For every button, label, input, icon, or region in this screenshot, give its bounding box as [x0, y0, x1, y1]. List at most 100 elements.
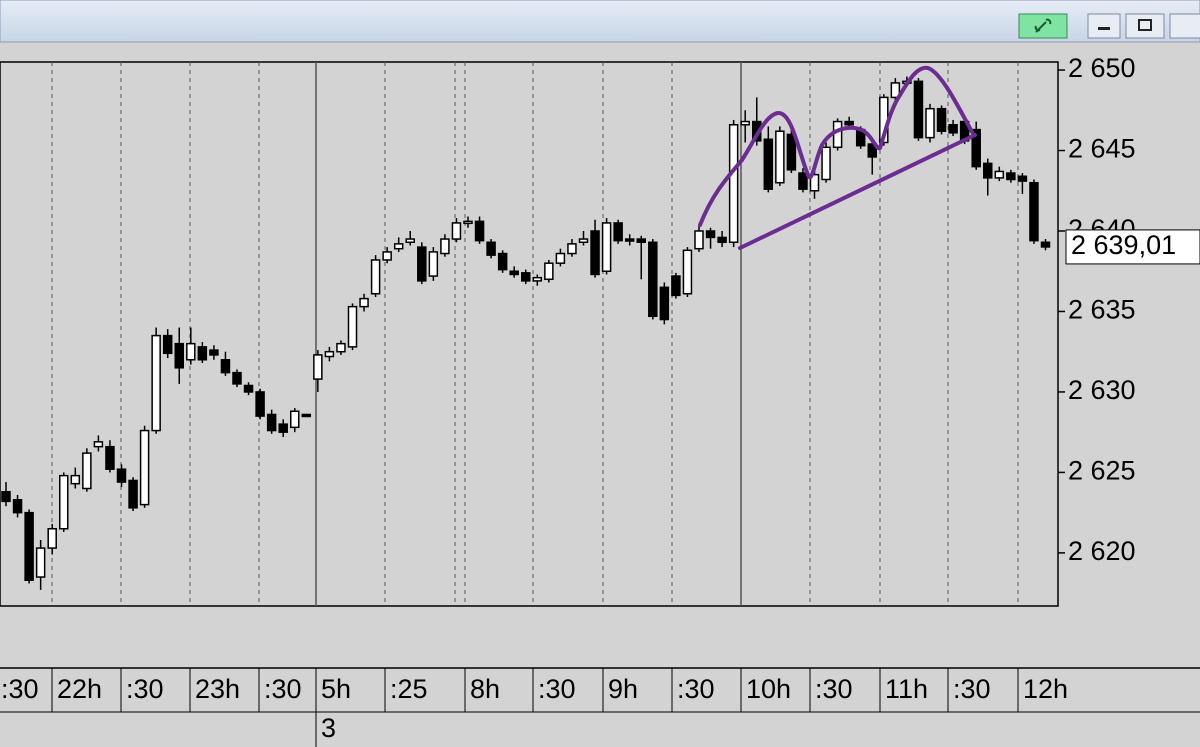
x-tick-label: 22h: [57, 674, 102, 704]
candle-body: [971, 128, 981, 168]
candle-body: [832, 120, 843, 149]
x-tick-label: 5h: [321, 674, 351, 704]
candle-body: [763, 138, 774, 190]
candle-body: [301, 413, 312, 418]
candle-body: [590, 230, 600, 276]
candle-body: [393, 243, 404, 250]
candle-body: [775, 130, 785, 184]
drawn-annotations: [698, 65, 977, 250]
candle-body: [116, 468, 127, 483]
candle-body: [659, 286, 670, 321]
maximize-button[interactable]: [1125, 13, 1165, 39]
candle-body: [82, 452, 92, 490]
candle-body: [266, 413, 277, 432]
x-tick-label: 23h: [195, 674, 240, 704]
candle-body: [93, 441, 104, 448]
candle-body: [844, 120, 854, 126]
x-tick-label: :30: [953, 674, 991, 704]
candle-body: [728, 124, 739, 244]
candle-body: [151, 334, 161, 432]
candle-body: [174, 342, 184, 369]
candle-body: [463, 220, 473, 225]
candle-body: [671, 275, 681, 297]
candle-body: [486, 241, 496, 256]
x-tick-label: :30: [815, 674, 853, 704]
candle-body: [624, 238, 635, 242]
candle-body: [509, 270, 519, 276]
candle-body: [578, 238, 589, 244]
candle-body: [913, 80, 924, 139]
date-label: 3: [321, 713, 336, 743]
candles: [1, 76, 1051, 590]
close-button[interactable]: [1169, 13, 1200, 39]
x-tick-label: :30: [264, 674, 302, 704]
candle-body: [983, 162, 993, 179]
candle-body: [47, 527, 57, 549]
x-tick-label: 10h: [746, 674, 791, 704]
plot-area: [0, 61, 1059, 607]
neckline: [738, 133, 977, 250]
y-tick-label: 2 645: [1068, 134, 1136, 164]
candle-body: [705, 230, 716, 239]
candle-body: [555, 252, 566, 264]
minimize-button[interactable]: [1087, 13, 1121, 39]
x-tick-label: 12h: [1023, 674, 1068, 704]
candle-body: [417, 246, 427, 282]
x-tick-label: 11h: [885, 674, 928, 704]
grid: [51, 62, 1019, 606]
candle-body: [186, 342, 196, 361]
candle-body: [440, 238, 450, 255]
candle-body: [567, 243, 577, 255]
candle-body: [532, 276, 543, 282]
candle-body: [798, 172, 808, 190]
candle-body: [521, 272, 531, 282]
title-bar: [0, 0, 1200, 43]
candle-body: [821, 146, 831, 181]
candle-body: [197, 346, 208, 361]
candle-body: [925, 107, 935, 139]
head-shoulders-curve: [698, 65, 974, 227]
candle-body: [1006, 172, 1016, 181]
candle-body: [336, 342, 346, 353]
candle-body: [474, 220, 485, 242]
y-tick-label: 2 620: [1068, 536, 1136, 566]
x-tick-label: :30: [677, 674, 715, 704]
candle-body: [70, 474, 81, 485]
candle-body: [347, 305, 358, 348]
y-tick-label: 2 635: [1068, 295, 1136, 325]
candle-body: [544, 262, 554, 281]
candle-body: [948, 124, 958, 134]
candle-body: [35, 547, 46, 578]
candle-body: [105, 445, 115, 470]
candle-body: [324, 350, 335, 358]
minimize-icon: [1098, 27, 1110, 30]
candle-body: [809, 173, 820, 192]
candle-body: [786, 133, 797, 171]
candle-body: [497, 252, 508, 271]
candle-body: [59, 474, 69, 530]
last-price-label: 2 639,01: [1071, 230, 1176, 260]
candle-body: [1, 490, 11, 503]
candle-body: [220, 359, 231, 374]
x-tick-label: :30: [1, 674, 39, 704]
candle-body: [1017, 175, 1028, 182]
candle-body: [648, 241, 658, 318]
last-price-box: [1065, 229, 1200, 265]
candle-body: [359, 297, 369, 308]
y-tick-label: 2 630: [1068, 375, 1136, 405]
x-tick-label: :30: [126, 674, 164, 704]
x-tick-label: 8h: [470, 674, 500, 704]
candle-body: [290, 410, 300, 429]
candle-body: [1040, 241, 1051, 248]
candle-body: [694, 230, 704, 250]
candle-body: [128, 479, 138, 509]
candle-body: [451, 222, 462, 240]
x-tick-label: 9h: [608, 674, 638, 704]
candle-body: [867, 143, 877, 158]
candle-body: [232, 371, 242, 385]
candle-body: [139, 429, 150, 506]
link-icon: [1034, 18, 1052, 33]
candle-body: [636, 238, 646, 244]
candle-body: [370, 259, 381, 295]
